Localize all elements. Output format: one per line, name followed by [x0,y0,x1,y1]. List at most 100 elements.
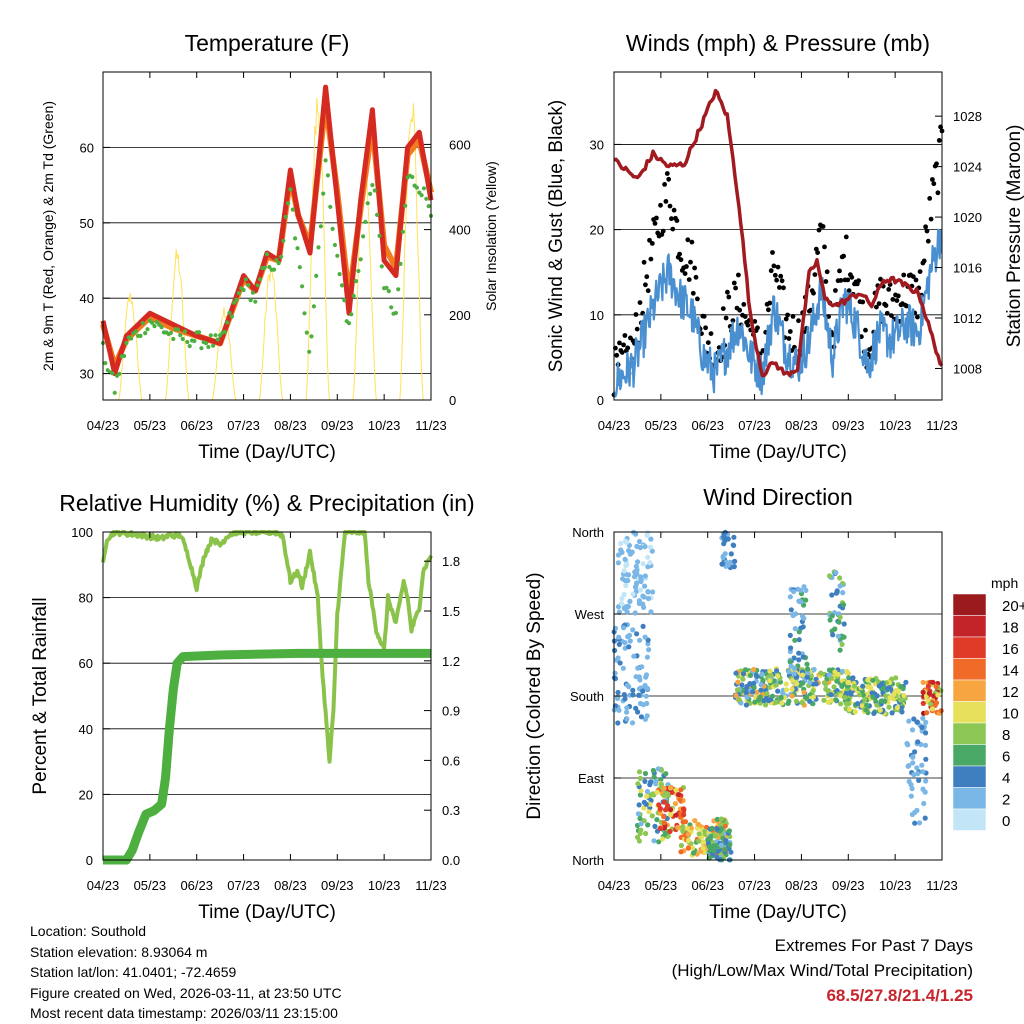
temperature-y-label-left: 2m & 9m T (Red, Orange) & 2m Td (Green) [40,101,56,371]
colorbar-title: mph [991,575,1018,591]
direction-point [851,683,858,689]
direction-point [622,556,628,562]
direction-point [644,532,650,538]
direction-point [642,573,648,579]
direction-point [675,824,681,831]
direction-point [840,590,846,596]
gust-point [924,228,930,234]
gust-point [634,326,640,332]
direction-point [740,676,746,682]
direction-point [651,838,657,844]
direction-point [643,693,649,699]
dewpoint-point [300,284,305,289]
direction-point [616,609,623,615]
direction-point [718,842,724,848]
gust-point [904,303,909,309]
dewpoint-point [180,336,185,342]
x-tick-label: 10/23 [368,878,401,893]
dewpoint-point [297,265,302,270]
dewpoint-point [140,321,145,326]
winds-title: Winds (mph) & Pressure (mb) [626,30,930,56]
direction-point [754,674,760,680]
gust-point [670,226,676,232]
direction-point [638,788,644,794]
direction-point [869,690,875,696]
direction-point [887,695,893,701]
y-tick-label: 10 [590,308,604,323]
y2-tick-label: 400 [449,223,471,238]
direction-point [685,837,692,844]
direction-point [924,710,930,716]
dewpoint-point [236,291,241,296]
direction-point [870,677,876,683]
direction-point [863,707,869,713]
direction-point [685,845,691,851]
direction-point [615,689,621,696]
direction-point [763,702,769,708]
direction-point [644,713,650,719]
gust-point [666,176,672,182]
y2-tick-label: 200 [449,308,471,323]
direction-point [631,653,637,659]
colorbar-label: 16 [1002,641,1019,658]
dewpoint-point [122,353,127,359]
dewpoint-point [267,264,272,270]
direction-point [911,772,917,778]
dewpoint-point [288,187,293,192]
gust-point [823,279,829,284]
gust-point [774,277,779,283]
gust-point [894,298,900,303]
dewpoint-point [222,329,227,334]
2m-temperature-line [100,84,434,377]
direction-point [831,684,837,690]
gust-point [731,280,737,286]
direction-point [923,719,929,725]
x-tick-label: 06/23 [691,418,724,433]
colorbar-label: 4 [1002,770,1010,787]
gust-point [654,215,659,221]
direction-point [640,561,646,567]
direction-point [712,833,719,839]
gust-point [874,304,879,310]
direction-point [734,687,741,693]
x-tick-label: 05/23 [645,878,678,893]
direction-point [657,805,664,812]
colorbar-label: 8 [1002,727,1010,744]
gust-point [928,216,934,222]
gust-point [705,340,711,345]
direction-point [696,838,702,844]
x-tick-label: 11/23 [415,418,447,433]
direction-point [665,792,672,799]
direction-point [883,693,889,699]
direction-point [774,699,780,705]
direction-point [673,787,679,793]
dewpoint-point [335,253,340,258]
direction-point [792,626,798,632]
gust-point [693,274,699,280]
direction-point [804,694,810,700]
direction-point [647,544,654,550]
direction-point [847,706,853,712]
direction-point [623,582,629,589]
dewpoint-point [309,334,314,339]
dewpoint-point [232,300,237,305]
x-tick-label: 09/23 [832,418,865,433]
dewpoint-point [143,331,148,336]
direction-point [624,716,630,722]
colorbar-swatch [952,636,987,659]
direction-point [642,770,649,777]
gust-point [917,269,923,274]
direction-point [642,778,648,785]
gust-point [708,331,714,336]
dewpoint-point [410,174,415,180]
direction-point [725,562,731,568]
direction-point [632,584,639,590]
gust-point [863,327,868,333]
x-tick-label: 07/23 [227,418,260,433]
direction-point [720,561,726,567]
x-tick-label: 08/23 [785,418,818,433]
direction-point [764,691,770,697]
direction-point [736,697,742,703]
direction-point [758,687,764,693]
